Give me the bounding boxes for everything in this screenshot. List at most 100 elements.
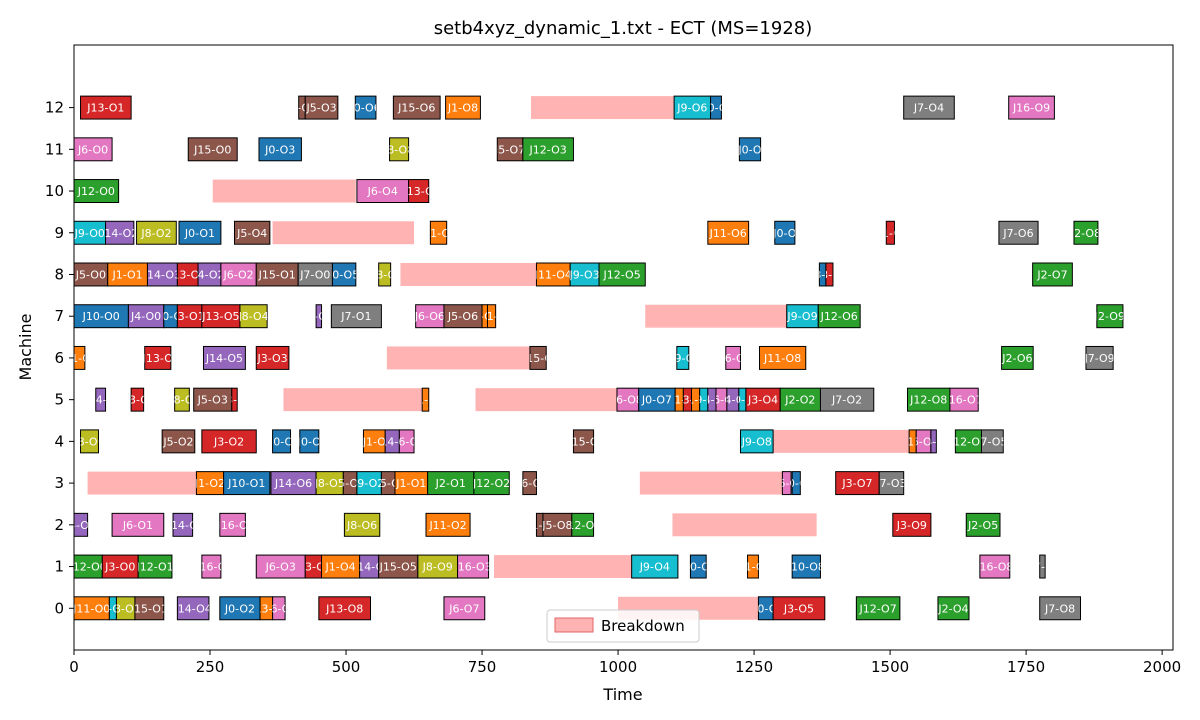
operation-label-j9-o8-m4: J9-O8: [741, 435, 772, 448]
plot-frame: [73, 44, 1174, 651]
operation-label-j0-o-m1: J0-O: [686, 561, 711, 574]
operation-bar-j15-o0-m11: [187, 137, 238, 162]
y-tick-label-12: 12: [45, 99, 64, 117]
operation-bar-j16-o8-m1: [979, 554, 1011, 579]
breakdown-layer: [87, 96, 910, 620]
y-tick-label-6: 6: [54, 349, 64, 367]
operation-label-j10-o8-m1: J10-O8: [787, 561, 825, 574]
operation-label-j6-o-m6: J6-O: [721, 352, 746, 365]
operation-bar-j2-o5-m2: [965, 512, 1001, 537]
operation-bar-j5-o2-m4: [161, 429, 196, 454]
y-tick-label-2: 2: [54, 516, 64, 534]
operation-label-j6-o1-m2: J6-O1: [122, 519, 153, 532]
operation-label-j13-o-m10: J13-O: [403, 185, 435, 198]
operation-bar-j0-o-m12: [710, 95, 722, 120]
operation-bar-j9-o8-m4: [739, 429, 774, 454]
operation-label-j3-o-m5: J3-O: [222, 394, 247, 407]
operation-bar-j0-o-m4: [272, 429, 292, 454]
operation-label-j11-o4-m8: J11-O4: [534, 268, 572, 281]
operation-label-j6-o-m3: J6-O: [517, 477, 542, 490]
operation-label-j14-o2-m9: J14-O2: [100, 227, 138, 240]
operation-bar-j3-o-m5: [231, 387, 238, 412]
operation-label-j3-o-m5: J3-O: [125, 394, 150, 407]
legend-swatch-breakdown: [554, 617, 594, 633]
operation-label-j6-o9-m4: J6-O9: [907, 435, 938, 448]
operation-bar-j8-o0-m4: [80, 429, 99, 454]
operation-label-j14-o-m2: J14-O: [167, 519, 199, 532]
operation-label-j1-o1-m8: J1-O1: [111, 268, 142, 281]
operation-label-j12-o0-m10: J12-O0: [77, 185, 115, 198]
operation-label-j5-o6-m7: J5-O6: [447, 310, 478, 323]
operation-bar-j3-o-m5: [130, 387, 145, 412]
operation-label-j1-o-m9: J1-O: [878, 227, 903, 240]
operation-label-j7-o2-m5: J7-O2: [831, 394, 862, 407]
operation-bar-j13-o-m6: [144, 345, 172, 370]
x-tick-label-1500: 1500: [871, 658, 909, 676]
operation-label-j7-o-m1: J7-O: [1030, 561, 1055, 574]
operation-label-j8-o6-m2: J8-O6: [346, 519, 377, 532]
operation-bar-j4-o7-m7: [315, 304, 323, 329]
operation-label-j0-o2-m0: J0-O2: [224, 602, 255, 615]
operation-label-j5-o7-m11: J5-O7: [494, 143, 525, 156]
operation-bar-j7-o5-m4: [980, 429, 1004, 454]
operation-label-j8-o0-m4: J8-O0: [73, 435, 104, 448]
operation-label-j16-o-m2: J16-O: [216, 519, 248, 532]
operation-label-j8-o4-m7: J8-O4: [237, 310, 268, 323]
operation-label-j13-o7-m1: J13-O7: [294, 561, 332, 574]
operation-bar-j14-o-m5: [95, 387, 107, 412]
operation-label-j16-o7-m5: J16-O7: [944, 394, 982, 407]
operation-label-j2-o5-m2: J2-O5: [967, 519, 998, 532]
operation-label-j15-o-m4: J15-O: [567, 435, 599, 448]
operation-label-j15-o2-m3: J15-O2: [369, 477, 407, 490]
operation-label-j4-o0-m7: J4-O0: [130, 310, 161, 323]
operation-bar-j0-o5-m8: [331, 262, 357, 287]
operation-bar-j12-o7-m0: [855, 596, 901, 621]
operation-label-j7-o1-m7: J7-O1: [340, 310, 371, 323]
operation-bar-j2-o8-m9: [1073, 220, 1099, 245]
operation-label-j10-o6-m0: J10-O6: [746, 602, 784, 615]
operation-bar-j3-o3-m6: [255, 345, 290, 370]
operation-bar-j6-o7-m0: [443, 596, 486, 621]
operation-label-j6-o-m0: J6-O: [266, 602, 291, 615]
operation-bar-j7-o6-m9: [998, 220, 1039, 245]
breakdown-bar-m7-4: [645, 304, 787, 328]
operation-label-j14-o5-m6: J14-O5: [205, 352, 243, 365]
operation-label-j1-o-m2: J1-O: [527, 519, 552, 532]
breakdown-bar-m5-6: [283, 388, 423, 412]
operation-bar-j0-o3-m11: [258, 137, 302, 162]
operation-label-j14-o7-m5: J14-O7: [713, 394, 751, 407]
operation-label-j14-o-m4: J14-O: [376, 435, 408, 448]
operation-label-j0-o6-m12: J0-O6: [350, 102, 381, 115]
operation-label-j5-o2-m4: J5-O2: [162, 435, 193, 448]
operation-label-j6-o3-m1: J6-O3: [265, 561, 296, 574]
operation-label-j6-o8-m5: J6-O8: [612, 394, 643, 407]
operation-label-j12-o2-m3: J12-O2: [472, 477, 510, 490]
operation-bar-j13-o8-m0: [318, 596, 372, 621]
operation-bar-j0-o-m9: [774, 220, 796, 245]
operation-bar-j6-o-m6: [725, 345, 741, 370]
operation-bar-j0-o-m4: [299, 429, 320, 454]
operation-bar-j7-o8-m0: [1039, 596, 1082, 621]
x-tick-label-500: 500: [332, 658, 361, 676]
operation-label-j8-o2-m9: J8-O2: [140, 227, 171, 240]
operation-label-j6-o0-m11: J6-O0: [77, 143, 108, 156]
operation-label-j7-o9-m6: J7-O9: [1083, 352, 1114, 365]
operation-bar-j1-o-m5: [421, 387, 430, 412]
operation-label-j11-o2-m2: J11-O2: [428, 519, 466, 532]
operation-bar-j6-o1-m2: [111, 512, 165, 537]
operation-label-j7-o0-m8: J7-O0: [299, 268, 330, 281]
operation-label-j0-o-m12: J0-O: [703, 102, 728, 115]
operation-bar-j2-o6-m6: [1001, 345, 1034, 370]
operation-label-j6-o4-m10: J6-O4: [367, 185, 398, 198]
operation-bar-j15-o-m4: [572, 429, 595, 454]
operation-bar-j6-o-m0: [272, 596, 286, 621]
operation-label-j7-o5-m4: J7-O5: [976, 435, 1007, 448]
operation-label-j1-o-m1: J1-O: [740, 561, 765, 574]
operation-label-j11-o8-m6: J11-O8: [763, 352, 801, 365]
legend: Breakdown: [546, 609, 700, 643]
operation-label-j4-o2-m12: J4-O2: [286, 102, 317, 115]
operation-bar-j8-o8-m11: [389, 137, 410, 162]
operation-label-j13-o5-m7: J13-O5: [201, 310, 239, 323]
operation-label-j12-o0-m1: J12-O0: [69, 561, 107, 574]
operation-bar-j0-o-m11: [738, 137, 762, 162]
